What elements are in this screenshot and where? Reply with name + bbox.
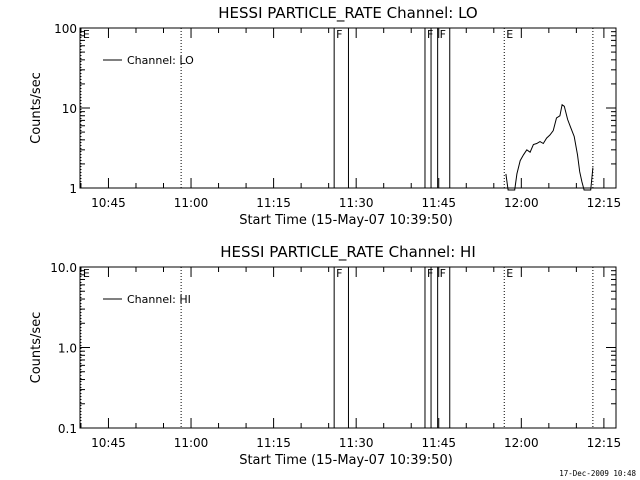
x-tick-label: 12:00 [504,196,539,210]
y-tick-label: 0.1 [58,422,77,436]
x-tick-label: 12:15 [587,436,622,450]
x-tick-label: 10:45 [91,436,126,450]
flag-label: F [427,267,433,280]
x-axis-label: Start Time (15-May-07 10:39:50) [239,213,453,228]
y-tick-label: 1.0 [58,342,77,356]
flag-label: F [427,28,433,41]
x-tick-label: 11:00 [174,196,209,210]
x-tick-label: 12:15 [587,196,622,210]
flag-label: F [336,28,342,41]
panel-lo: HESSI PARTICLE_RATE Channel: LO Counts/se… [29,4,621,228]
y-tick-label: 10.0 [50,261,77,275]
flag-label: E [506,267,513,280]
y-tick-label: 10 [62,102,77,116]
flag-label: E [83,28,90,41]
flag-label: E [83,267,90,280]
x-tick-label: 11:30 [339,436,374,450]
flag-label: F [440,28,446,41]
x-tick-label: 11:45 [421,436,456,450]
chart-title: HESSI PARTICLE_RATE Channel: LO [218,4,477,23]
y-tick-label: 1 [69,182,77,196]
legend-label: Channel: HI [127,293,191,306]
chart-title: HESSI PARTICLE_RATE Channel: HI [220,243,476,262]
flag-label: F [440,267,446,280]
x-tick-label: 11:00 [174,436,209,450]
x-axis-label: Start Time (15-May-07 10:39:50) [239,453,453,468]
x-tick-label: 12:00 [504,436,539,450]
x-tick-label: 11:45 [421,196,456,210]
flag-label: E [506,28,513,41]
footer-timestamp: 17-Dec-2009 10:48 [559,469,636,478]
series-line [505,103,594,191]
y-axis-label: Counts/sec [29,312,44,384]
x-tick-label: 11:15 [256,196,291,210]
y-tick-label: 100 [54,22,77,36]
x-tick-label: 11:15 [256,436,291,450]
x-tick-label: 10:45 [91,196,126,210]
flag-label: F [336,267,342,280]
panel-hi: HESSI PARTICLE_RATE Channel: HI Counts/se… [29,243,621,468]
y-axis-label: Counts/sec [29,72,44,144]
x-tick-label: 11:30 [339,196,374,210]
legend-label: Channel: LO [127,54,194,67]
